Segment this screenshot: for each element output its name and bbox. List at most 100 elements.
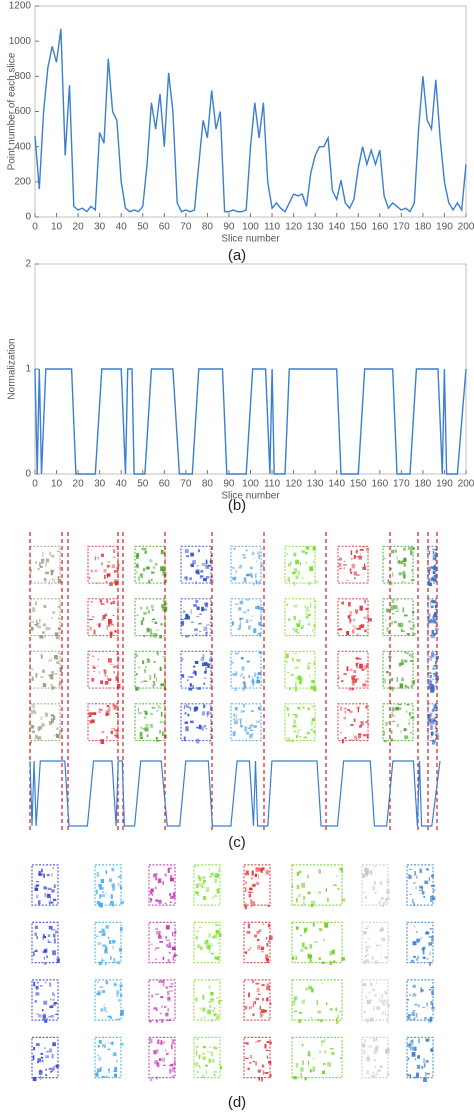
point bbox=[99, 885, 102, 890]
window-outline bbox=[406, 921, 434, 964]
point bbox=[356, 556, 361, 558]
point bbox=[51, 928, 55, 931]
point bbox=[329, 1047, 334, 1050]
point bbox=[407, 1015, 411, 1020]
point bbox=[309, 602, 312, 608]
point bbox=[370, 999, 373, 1002]
point bbox=[387, 1019, 389, 1024]
point bbox=[94, 569, 98, 573]
point bbox=[432, 616, 434, 622]
point bbox=[264, 1043, 267, 1049]
point bbox=[259, 867, 263, 872]
point bbox=[428, 614, 431, 620]
point bbox=[418, 1038, 420, 1044]
point bbox=[189, 577, 193, 581]
point bbox=[430, 566, 435, 569]
point bbox=[349, 739, 353, 741]
point bbox=[155, 736, 158, 740]
point bbox=[50, 657, 53, 662]
point bbox=[185, 704, 189, 708]
point bbox=[293, 629, 297, 632]
point bbox=[383, 678, 387, 684]
point bbox=[432, 719, 437, 722]
point bbox=[426, 930, 428, 933]
point bbox=[218, 1000, 220, 1005]
facade bbox=[87, 545, 121, 745]
point bbox=[384, 955, 386, 959]
point bbox=[52, 898, 57, 902]
point bbox=[56, 661, 60, 664]
point bbox=[313, 606, 317, 608]
point bbox=[234, 603, 239, 605]
point bbox=[287, 671, 289, 673]
point bbox=[308, 985, 312, 990]
point bbox=[395, 610, 400, 613]
point bbox=[340, 1056, 342, 1059]
point bbox=[106, 735, 108, 739]
point bbox=[184, 618, 187, 620]
point bbox=[341, 602, 343, 604]
point bbox=[214, 878, 217, 883]
point bbox=[194, 1062, 199, 1067]
window-outline bbox=[361, 1036, 389, 1079]
point bbox=[295, 575, 299, 580]
point bbox=[308, 1050, 311, 1054]
window-outline bbox=[193, 864, 221, 906]
point bbox=[97, 1054, 99, 1057]
point bbox=[255, 1041, 259, 1043]
point bbox=[170, 1044, 173, 1050]
point bbox=[106, 705, 110, 707]
point bbox=[50, 684, 53, 687]
point bbox=[256, 679, 259, 684]
point bbox=[366, 1056, 370, 1062]
point bbox=[398, 572, 402, 576]
point bbox=[412, 1010, 416, 1012]
point bbox=[412, 993, 417, 997]
point bbox=[209, 1004, 212, 1009]
point bbox=[400, 659, 404, 664]
point bbox=[53, 1065, 56, 1071]
point bbox=[366, 925, 370, 928]
point bbox=[37, 567, 40, 571]
point bbox=[98, 931, 102, 934]
x-tick-label: 160 bbox=[371, 479, 388, 490]
point bbox=[149, 632, 153, 638]
point bbox=[106, 625, 109, 630]
point bbox=[311, 900, 316, 906]
point bbox=[429, 600, 432, 605]
point bbox=[206, 631, 208, 634]
point bbox=[209, 944, 213, 946]
point bbox=[109, 582, 113, 587]
point bbox=[434, 738, 437, 744]
point bbox=[429, 619, 432, 624]
point bbox=[150, 628, 152, 634]
point bbox=[396, 677, 399, 683]
point bbox=[364, 868, 367, 872]
point bbox=[425, 1038, 430, 1042]
point bbox=[140, 726, 143, 729]
point bbox=[199, 946, 203, 950]
x-tick-label: 110 bbox=[264, 479, 280, 490]
point bbox=[288, 618, 291, 622]
point bbox=[246, 1042, 249, 1045]
point bbox=[390, 567, 393, 570]
point bbox=[208, 658, 213, 662]
point bbox=[411, 1011, 416, 1017]
point bbox=[310, 721, 313, 726]
point bbox=[162, 956, 165, 960]
point bbox=[390, 687, 394, 690]
point bbox=[109, 663, 114, 665]
point bbox=[151, 620, 153, 623]
point bbox=[104, 680, 109, 685]
point bbox=[42, 669, 45, 673]
point bbox=[98, 624, 101, 628]
point bbox=[253, 557, 255, 560]
point bbox=[321, 1041, 323, 1047]
point bbox=[351, 558, 353, 560]
point bbox=[98, 1040, 101, 1043]
point bbox=[374, 864, 376, 868]
point bbox=[301, 999, 306, 1004]
point bbox=[428, 681, 431, 685]
x-tick-label: 50 bbox=[137, 479, 149, 490]
point bbox=[411, 1039, 414, 1042]
